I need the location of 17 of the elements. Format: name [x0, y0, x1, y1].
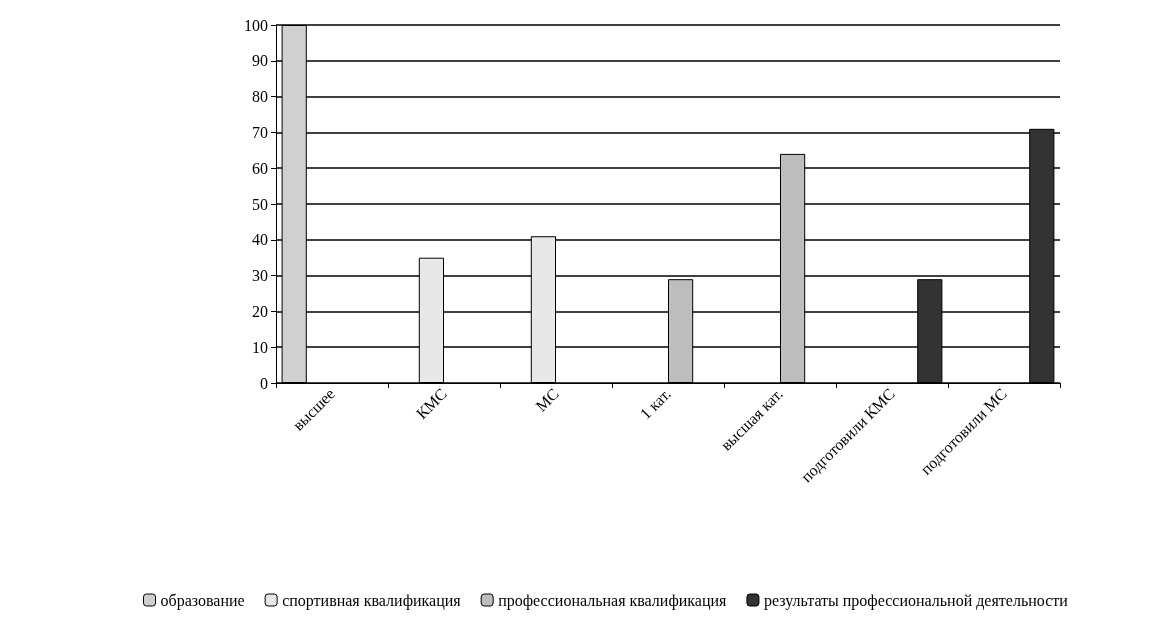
y-tick-label: 10: [252, 338, 268, 356]
legend-label: спортивная квалификация: [282, 591, 462, 610]
x-tick-label: МС: [532, 384, 563, 415]
y-tick-label: 20: [252, 302, 268, 320]
y-tick-label: 0: [260, 374, 268, 392]
y-tick-label: 90: [252, 52, 268, 70]
y-tick-label: 40: [252, 231, 268, 249]
legend-label: образование: [160, 591, 245, 610]
legend-label: результаты профессиональной деятельности: [763, 591, 1069, 610]
y-tick-label: 60: [252, 159, 268, 177]
y-tick-label: 100: [244, 16, 268, 34]
y-tick-label: 30: [252, 267, 268, 285]
x-tick-label: 1 кат.: [636, 384, 675, 423]
legend-label: профессиональная квалификация: [498, 591, 728, 610]
y-tick-label: 70: [252, 123, 268, 141]
y-tick-label: 50: [252, 195, 268, 213]
y-tick-label: 80: [252, 88, 268, 106]
